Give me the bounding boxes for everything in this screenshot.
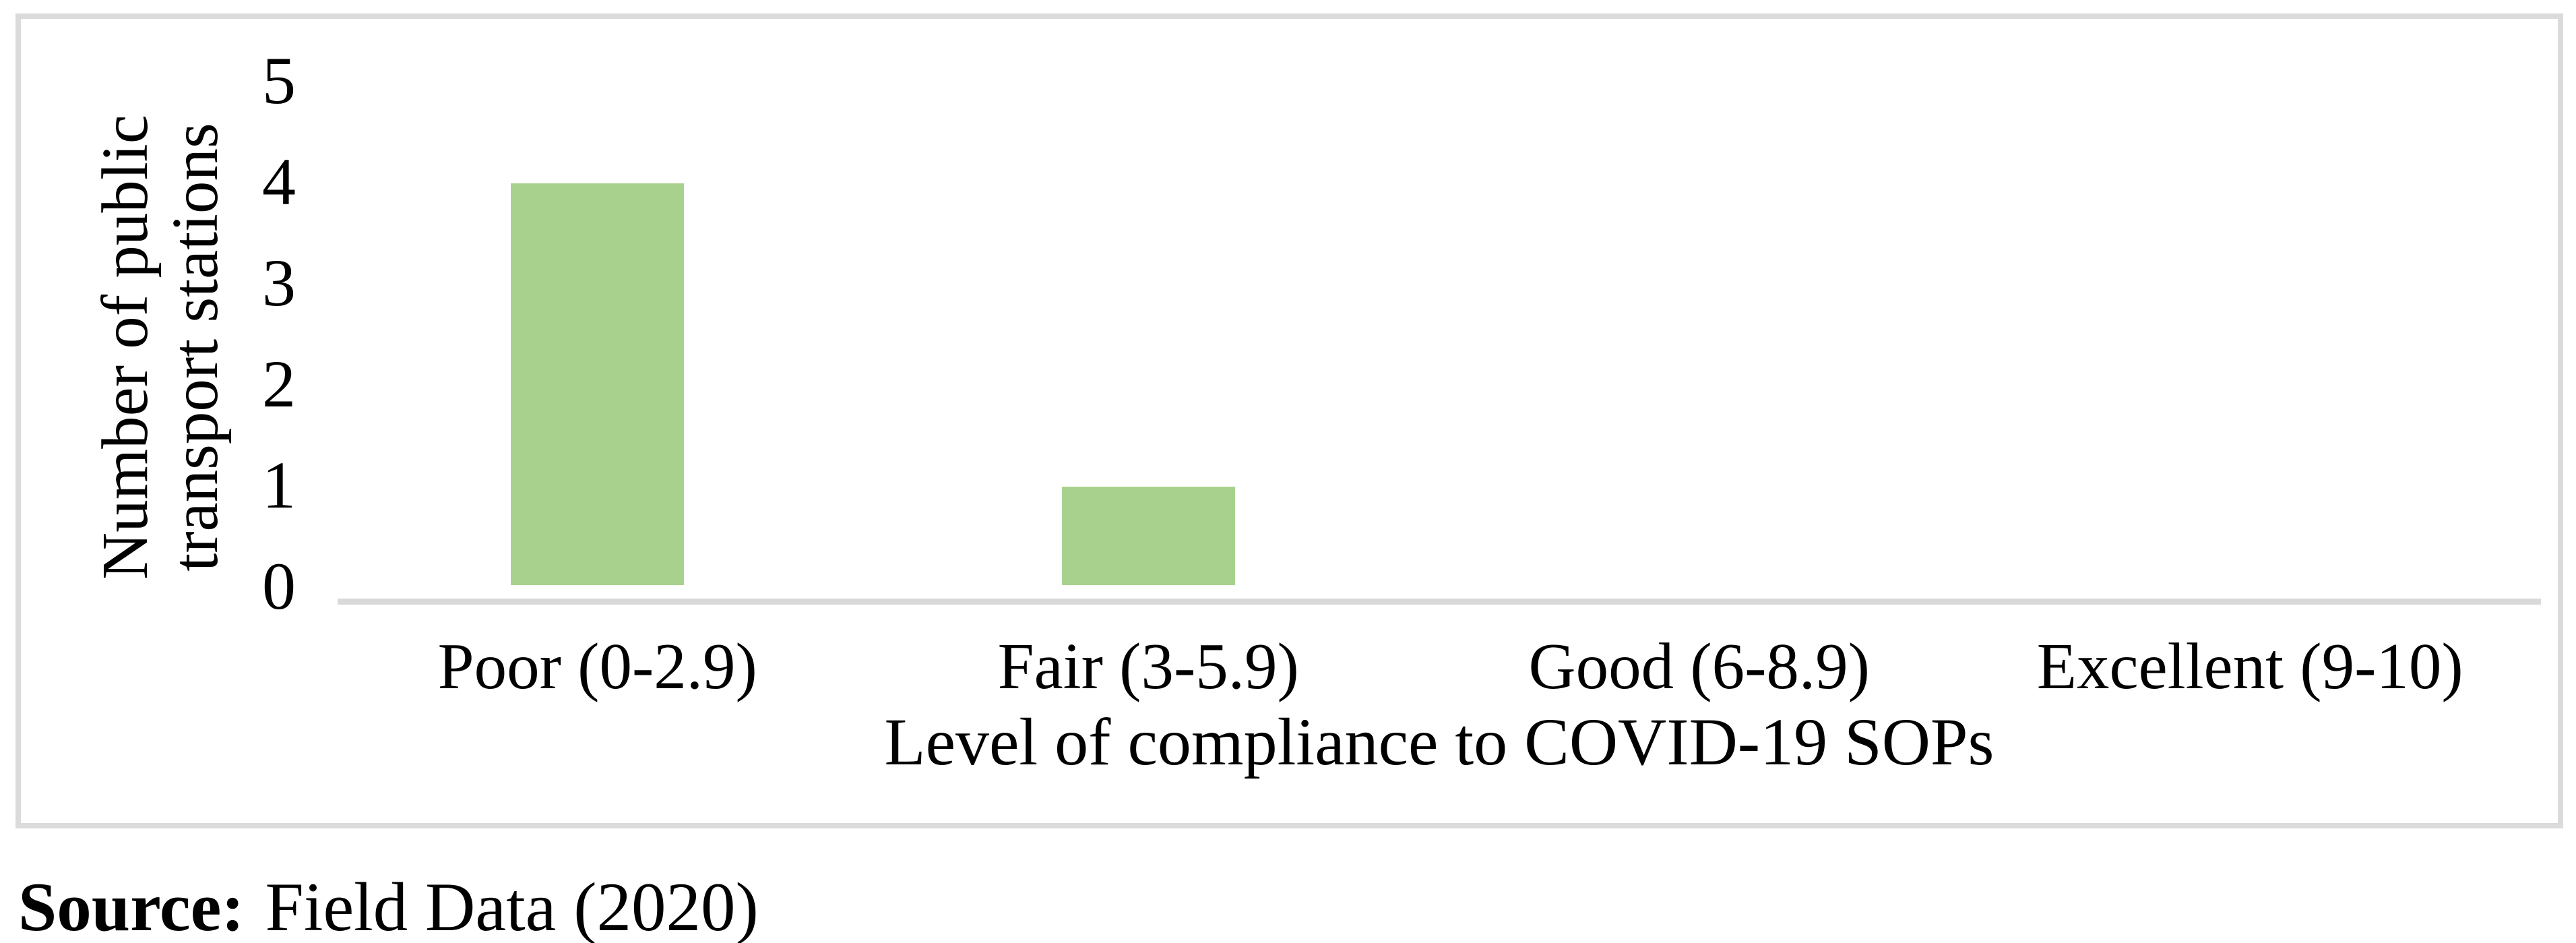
y-tick-label-3: 3 xyxy=(262,245,296,320)
x-category-label-poor: Poor (0-2.9) xyxy=(437,630,757,702)
x-category-label-fair: Fair (3-5.9) xyxy=(997,630,1299,702)
y-tick-label-0: 0 xyxy=(262,549,296,623)
source-note: Source: Field Data (2020) xyxy=(18,869,759,943)
y-tick-label-2: 2 xyxy=(262,346,296,421)
bar-fair xyxy=(1061,487,1235,585)
source-note-label: Source: xyxy=(18,869,245,943)
x-axis-title: Level of compliance to COVID-19 SOPs xyxy=(884,704,1994,779)
y-tick-label-5: 5 xyxy=(262,43,296,118)
y-axis-title-line-1: Number of public xyxy=(89,115,161,580)
x-axis-line xyxy=(338,599,2541,605)
source-note-text: Field Data (2020) xyxy=(265,869,759,943)
x-category-label-good: Good (6-8.9) xyxy=(1528,630,1870,702)
bar-poor xyxy=(511,183,685,585)
x-category-label-excellent: Excellent (9-10) xyxy=(2036,630,2463,702)
y-tick-label-4: 4 xyxy=(262,144,296,219)
y-tick-label-1: 1 xyxy=(262,448,296,522)
